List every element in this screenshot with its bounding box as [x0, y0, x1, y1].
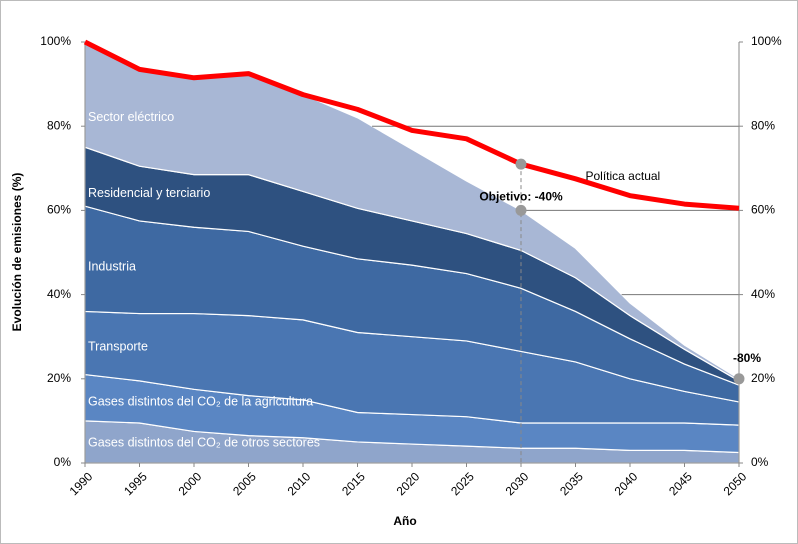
y2-tick-label: 60% — [751, 203, 775, 217]
y-tick-label: 80% — [47, 118, 71, 132]
annotation-marker — [733, 373, 745, 385]
y-tick-label: 0% — [54, 455, 72, 469]
y2-tick-label: 0% — [751, 455, 769, 469]
y-tick-label: 60% — [47, 203, 71, 217]
y-tick-label: 40% — [47, 287, 71, 301]
y-axis-title: Evolución de emisiones (%) — [10, 173, 24, 332]
series-label: Gases distintos del CO₂ de la agricultur… — [88, 394, 313, 408]
y2-tick-label: 40% — [751, 287, 775, 301]
series-label: Industria — [88, 260, 136, 274]
policy-line — [83, 39, 740, 211]
y2-tick-label: 20% — [751, 371, 775, 385]
annotation: Objetivo: -40% — [479, 190, 563, 204]
y-tick-label: 100% — [40, 34, 71, 48]
series-label: Sector eléctrico — [88, 110, 174, 124]
annotation: -80% — [733, 351, 761, 365]
y2-tick-label: 100% — [751, 34, 782, 48]
series-label: Residencial y terciario — [88, 186, 210, 200]
y2-tick-label: 80% — [751, 118, 775, 132]
series-label: Transporte — [88, 340, 148, 354]
marker — [515, 158, 527, 170]
series-label: Gases distintos del CO₂ de otros sectore… — [88, 435, 320, 449]
y-tick-label: 20% — [47, 371, 71, 385]
x-axis-title: Año — [393, 514, 416, 528]
annotation-marker — [515, 204, 527, 216]
line-label: Política actual — [586, 169, 661, 183]
